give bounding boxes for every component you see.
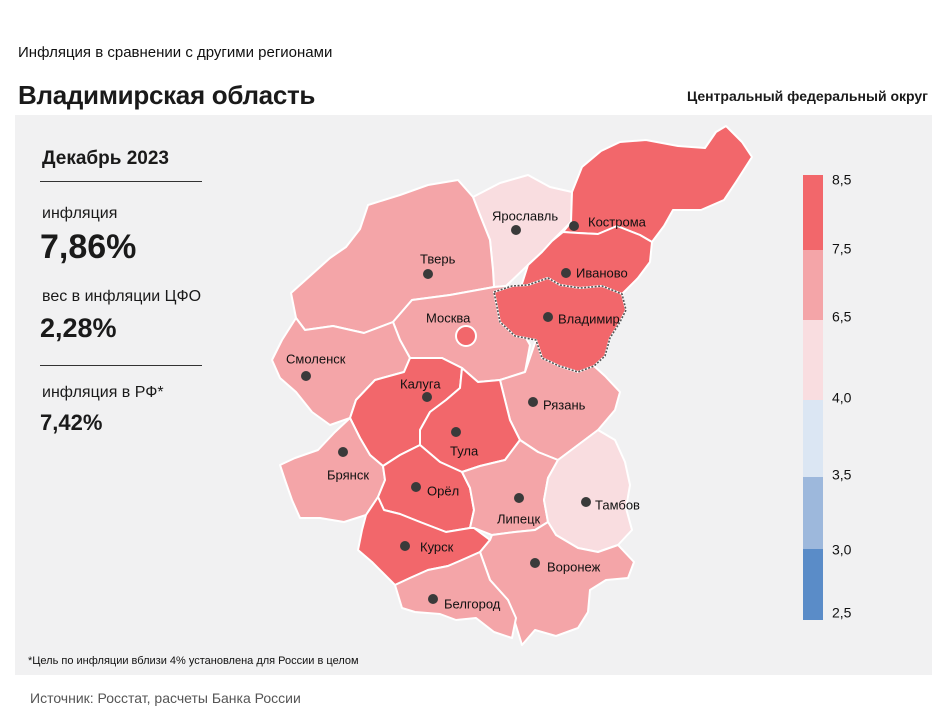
city-marker — [455, 325, 477, 347]
page-subtitle: Инфляция в сравнении с другими регионами — [18, 44, 333, 61]
city-marker — [338, 447, 348, 457]
weight-label: вес в инфляции ЦФО — [42, 288, 202, 305]
city-label: Тула — [450, 443, 479, 458]
city-label: Кострома — [588, 214, 647, 229]
legend-bin — [803, 549, 823, 620]
inflation-label: инфляция — [42, 205, 118, 222]
region-16-shape — [394, 551, 517, 639]
legend-tick-label: 8,5 — [832, 172, 852, 188]
region-10-shape — [279, 417, 386, 523]
city-marker — [400, 541, 410, 551]
inflation-value: 7,86% — [40, 228, 137, 266]
city-label: Москва — [426, 310, 471, 325]
city-label: Рязань — [543, 397, 586, 412]
city-label: Орёл — [427, 483, 459, 498]
city-marker — [451, 427, 461, 437]
city-marker — [543, 312, 553, 322]
city-marker — [581, 497, 591, 507]
city-label: Владимир — [558, 311, 620, 326]
city-marker — [569, 221, 579, 231]
city-marker — [422, 392, 432, 402]
legend-bin — [803, 320, 823, 400]
city-marker — [423, 269, 433, 279]
district-label: Центральный федеральный округ — [686, 88, 928, 104]
city-marker — [411, 482, 421, 492]
city-marker — [528, 397, 538, 407]
city-label: Иваново — [576, 265, 628, 280]
footnote: *Цель по инфляции вблизи 4% установлена … — [28, 655, 359, 667]
city-marker — [514, 493, 524, 503]
divider-top — [40, 181, 202, 182]
legend-bin — [803, 175, 823, 250]
russia-inflation-value: 7,42% — [40, 410, 103, 435]
legend-tick-label: 6,5 — [832, 309, 852, 325]
page-title: Владимирская область — [18, 80, 316, 110]
city-label: Калуга — [400, 376, 441, 391]
city-marker — [301, 371, 311, 381]
russia-inflation-label: инфляция в РФ* — [42, 384, 164, 401]
highlighted-region-outline — [493, 277, 627, 373]
city-label: Липецк — [497, 511, 541, 526]
city-label: Тамбов — [595, 497, 640, 512]
divider-bottom — [40, 365, 202, 366]
city-marker — [511, 225, 521, 235]
legend-tick-label: 2,5 — [832, 605, 852, 621]
legend-bin — [803, 400, 823, 477]
legend-tick-label: 3,5 — [832, 467, 852, 483]
city-label: Курск — [420, 539, 454, 554]
city-label: Тверь — [420, 251, 456, 266]
weight-value: 2,28% — [40, 313, 117, 343]
city-label: Ярославль — [492, 208, 558, 223]
legend-tick-label: 4,0 — [832, 390, 852, 406]
period-label: Декабрь 2023 — [42, 148, 169, 169]
city-marker — [428, 594, 438, 604]
city-label: Белгород — [444, 596, 501, 611]
legend-tick-label: 3,0 — [832, 542, 852, 558]
city-label: Брянск — [327, 467, 369, 482]
city-marker — [561, 268, 571, 278]
source-note: Источник: Росстат, расчеты Банка России — [30, 690, 301, 706]
city-marker — [530, 558, 540, 568]
legend-bin — [803, 477, 823, 549]
legend-bin — [803, 250, 823, 320]
legend-tick-label: 7,5 — [832, 241, 852, 257]
legend: 8,5 7,5 6,5 4,0 3,5 3,0 2,5 — [803, 172, 852, 621]
city-label: Воронеж — [547, 559, 601, 574]
region-13-shape — [543, 429, 633, 553]
city-label: Смоленск — [286, 351, 346, 366]
